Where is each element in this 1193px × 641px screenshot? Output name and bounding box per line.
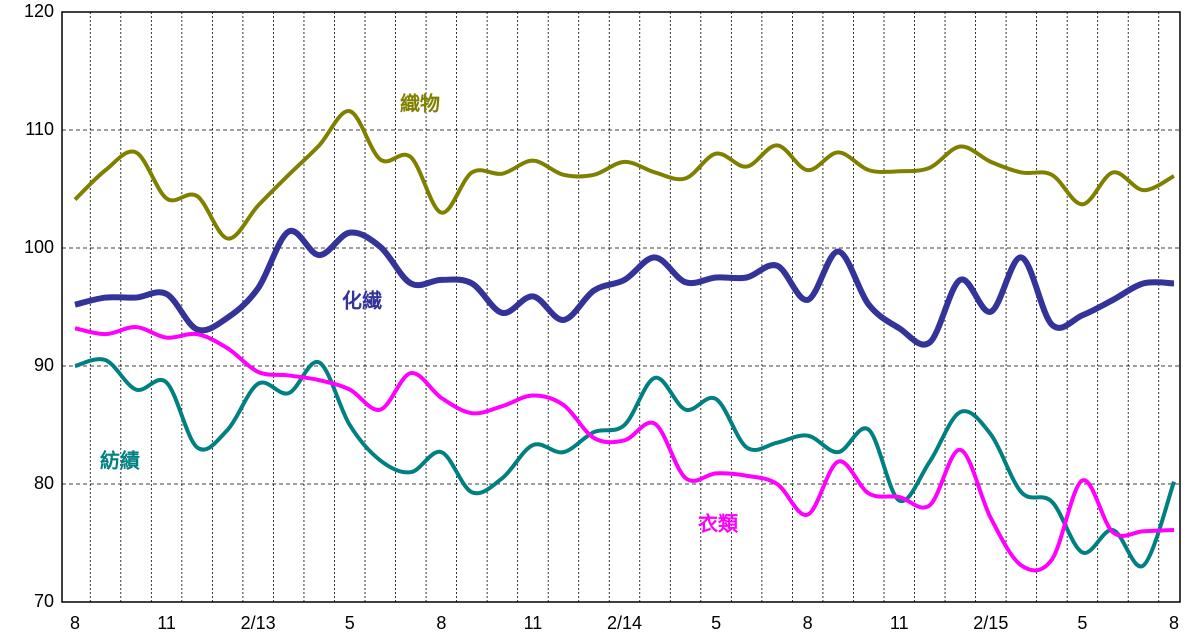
y-tick-label: 70 bbox=[34, 591, 54, 611]
x-tick-label: 11 bbox=[524, 613, 543, 633]
x-tick-label: 11 bbox=[157, 613, 176, 633]
x-tick-label: 2/13 bbox=[241, 613, 276, 633]
x-tick-label: 8 bbox=[803, 613, 813, 633]
series-label: 紡績 bbox=[100, 448, 140, 472]
y-tick-label: 90 bbox=[34, 355, 54, 375]
x-tick-label: 5 bbox=[1077, 613, 1087, 633]
x-tick-label: 8 bbox=[1169, 613, 1179, 633]
x-tick-label: 5 bbox=[711, 613, 721, 633]
x-tick-label: 2/15 bbox=[973, 613, 1008, 633]
plot-area bbox=[61, 11, 1181, 603]
x-tick-label: 2/14 bbox=[607, 613, 642, 633]
y-tick-label: 80 bbox=[34, 473, 54, 493]
series-line bbox=[73, 109, 1175, 241]
series-line bbox=[74, 357, 1176, 569]
y-tick-label: 110 bbox=[25, 119, 54, 139]
series-label: 衣類 bbox=[698, 511, 739, 535]
x-tick-label: 11 bbox=[890, 613, 909, 633]
series-line bbox=[74, 227, 1175, 348]
x-tick-label: 8 bbox=[436, 613, 446, 633]
y-tick-label: 120 bbox=[24, 1, 54, 21]
series-label: 織物 bbox=[400, 91, 440, 115]
x-tick-label: 5 bbox=[345, 613, 355, 633]
x-tick-label: 8 bbox=[70, 613, 80, 633]
y-tick-label: 100 bbox=[24, 237, 54, 257]
series-label: 化繊 bbox=[342, 288, 382, 312]
series-line bbox=[74, 325, 1175, 573]
